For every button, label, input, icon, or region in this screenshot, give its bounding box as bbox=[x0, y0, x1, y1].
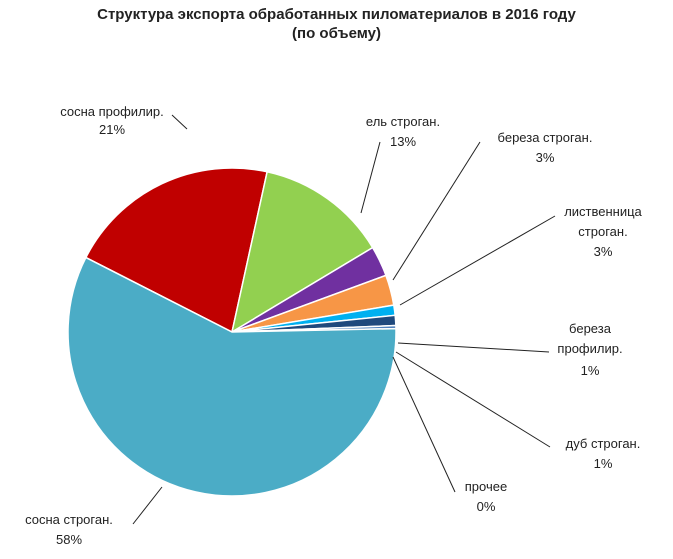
pie-slice bbox=[67, 256, 397, 497]
leader-line bbox=[392, 356, 456, 493]
slice-label: профилир. bbox=[557, 341, 622, 356]
slice-value-label: 0% bbox=[477, 499, 496, 514]
slice-label: дуб строган. bbox=[566, 436, 641, 451]
slice-value-label: 1% bbox=[594, 456, 613, 471]
leader-line bbox=[399, 215, 556, 306]
slice-label: сосна строган. bbox=[25, 512, 113, 527]
pie-slice bbox=[230, 170, 374, 334]
slice-value-label: 3% bbox=[594, 244, 613, 259]
slice-label: береза bbox=[569, 321, 612, 336]
slice-value-label: 3% bbox=[536, 150, 555, 165]
slice-label: береза строган. bbox=[498, 130, 593, 145]
slice-value-label: 13% bbox=[390, 134, 416, 149]
chart-title: Структура экспорта обработанных пиломате… bbox=[97, 6, 576, 23]
leader-line bbox=[392, 141, 481, 281]
slice-label: прочее bbox=[465, 479, 507, 494]
leader-line bbox=[132, 486, 163, 525]
leader-line bbox=[360, 141, 381, 214]
chart-subtitle: (по объему) bbox=[292, 25, 381, 42]
slice-label: строган. bbox=[578, 224, 627, 239]
slice-value-label: 21% bbox=[99, 122, 125, 137]
slice-value-label: 58% bbox=[56, 532, 82, 547]
slice-label: сосна профилир. bbox=[60, 104, 164, 119]
slice-value-label: 1% bbox=[581, 363, 600, 378]
leader-line bbox=[171, 114, 188, 130]
slice-label: ель строган. bbox=[366, 114, 440, 129]
leader-line bbox=[395, 351, 551, 448]
leader-line bbox=[397, 342, 550, 353]
pie-slice bbox=[84, 167, 269, 334]
slice-label: лиственница bbox=[564, 204, 642, 219]
